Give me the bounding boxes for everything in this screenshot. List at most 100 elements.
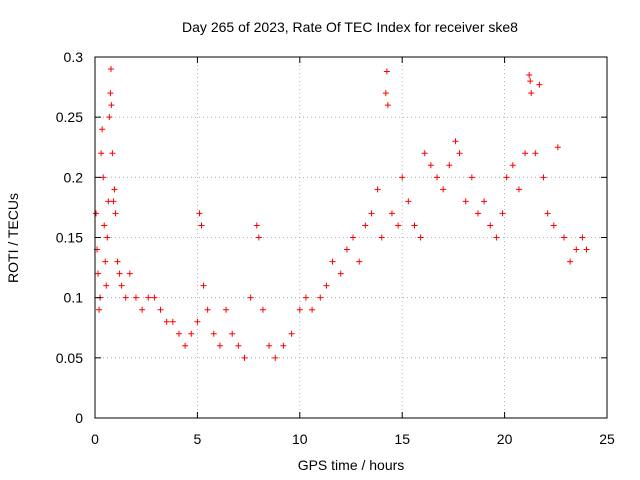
y-tick-label: 0.3 — [64, 49, 84, 65]
data-point — [145, 294, 152, 301]
data-point — [107, 66, 114, 73]
data-point — [579, 234, 586, 241]
data-point — [98, 150, 105, 157]
data-point — [104, 234, 111, 241]
data-point — [382, 90, 389, 97]
data-point — [474, 210, 481, 217]
data-point — [487, 222, 494, 229]
data-point — [560, 234, 567, 241]
y-tick-label: 0 — [75, 410, 83, 426]
data-point — [241, 354, 248, 361]
data-point — [235, 342, 242, 349]
data-point — [509, 162, 516, 169]
data-point — [95, 270, 102, 277]
data-point — [536, 81, 543, 88]
data-point — [309, 306, 316, 313]
data-point — [103, 282, 110, 289]
data-point — [229, 330, 236, 337]
data-point — [266, 342, 273, 349]
data-point — [182, 342, 189, 349]
data-point — [434, 174, 441, 181]
data-point — [296, 306, 303, 313]
data-point — [188, 330, 195, 337]
data-point — [169, 318, 176, 325]
data-point — [515, 186, 522, 193]
data-point — [96, 306, 103, 313]
data-point — [255, 234, 262, 241]
data-point — [151, 294, 158, 301]
data-point — [204, 306, 211, 313]
x-tick-label: 0 — [91, 431, 99, 447]
data-point — [456, 150, 463, 157]
data-point — [399, 174, 406, 181]
x-tick-label: 5 — [194, 431, 202, 447]
data-point — [503, 174, 510, 181]
data-point — [253, 222, 260, 229]
data-point — [540, 174, 547, 181]
data-point — [107, 90, 114, 97]
data-point — [108, 102, 115, 109]
data-point — [388, 210, 395, 217]
data-point — [374, 186, 381, 193]
data-point — [544, 210, 551, 217]
data-point — [411, 222, 418, 229]
data-point — [99, 126, 106, 133]
y-tick-label: 0.05 — [56, 350, 83, 366]
data-point — [329, 258, 336, 265]
data-point — [526, 72, 533, 79]
data-point — [421, 150, 428, 157]
data-point — [550, 222, 557, 229]
data-point — [522, 150, 529, 157]
data-point — [175, 330, 182, 337]
x-tick-label: 10 — [292, 431, 308, 447]
data-point — [337, 270, 344, 277]
data-point — [440, 186, 447, 193]
data-point — [102, 258, 109, 265]
data-point — [468, 174, 475, 181]
data-point — [280, 342, 287, 349]
x-tick-label: 20 — [497, 431, 513, 447]
data-point — [378, 234, 385, 241]
data-point — [452, 138, 459, 145]
data-point — [200, 282, 207, 289]
data-point — [210, 330, 217, 337]
y-tick-label: 0.1 — [64, 290, 84, 306]
data-point — [528, 90, 535, 97]
data-point — [126, 270, 133, 277]
data-point — [196, 210, 203, 217]
data-point — [259, 306, 266, 313]
data-point — [395, 222, 402, 229]
data-point — [139, 306, 146, 313]
data-point — [101, 222, 108, 229]
chart-title: Day 265 of 2023, Rate Of TEC Index for r… — [182, 19, 518, 35]
data-point — [417, 234, 424, 241]
data-point — [194, 318, 201, 325]
y-tick-label: 0.2 — [64, 169, 84, 185]
data-point — [573, 246, 580, 253]
data-point — [554, 144, 561, 151]
data-point — [368, 210, 375, 217]
data-point — [198, 222, 205, 229]
data-point — [405, 198, 412, 205]
data-point — [356, 258, 363, 265]
data-point — [132, 294, 139, 301]
data-point — [532, 150, 539, 157]
data-point — [481, 198, 488, 205]
data-point — [109, 150, 116, 157]
y-axis-label: ROTI / TECUs — [5, 193, 21, 283]
data-point — [163, 318, 170, 325]
data-point — [493, 234, 500, 241]
data-point — [111, 186, 118, 193]
data-point — [343, 246, 350, 253]
x-tick-label: 15 — [394, 431, 410, 447]
y-tick-label: 0.15 — [56, 230, 83, 246]
points-layer — [93, 66, 590, 361]
data-point — [105, 198, 112, 205]
data-point — [362, 222, 369, 229]
data-point — [499, 210, 506, 217]
data-point — [100, 174, 107, 181]
data-point — [288, 330, 295, 337]
x-tick-label: 25 — [599, 431, 615, 447]
data-point — [223, 306, 230, 313]
